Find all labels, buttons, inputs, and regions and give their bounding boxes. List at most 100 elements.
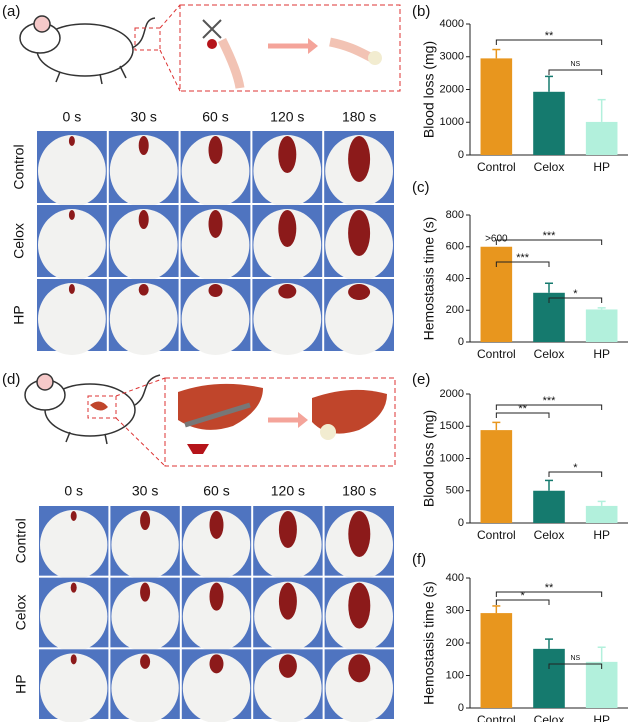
blood-clot (68, 210, 75, 220)
filter-paper (181, 209, 250, 281)
panel-label: (d) (2, 371, 20, 388)
significance-label: ** (545, 582, 554, 594)
filter-paper (181, 135, 250, 207)
filter-paper (182, 581, 251, 652)
arrow-head (298, 412, 308, 428)
panel-label: (e) (412, 371, 430, 388)
filter-paper (109, 283, 178, 355)
y-tick-label: 1000 (440, 452, 464, 464)
scissors (202, 19, 222, 39)
time-label: 0 s (64, 483, 83, 499)
blood-clot (348, 511, 371, 557)
zoom-lines (115, 377, 166, 467)
time-label: 120 s (271, 483, 305, 499)
significance-label: ** (518, 403, 527, 415)
bar (480, 430, 513, 523)
panel-label: (c) (412, 179, 430, 196)
y-tick-label: 0 (458, 517, 464, 529)
blood-clot (70, 511, 77, 521)
zoom-box (87, 395, 117, 419)
bar (533, 490, 565, 523)
y-tick-label: 100 (446, 669, 464, 681)
x-tick-label: HP (593, 713, 610, 722)
liver (312, 389, 387, 434)
y-tick-label: 2000 (440, 388, 464, 400)
significance-bracket (495, 261, 550, 267)
x-tick-label: HP (593, 160, 610, 174)
bar (533, 648, 565, 708)
mouse-illustration (19, 15, 156, 85)
significance-bracket (495, 404, 603, 410)
y-tick-label: 4000 (440, 18, 464, 30)
x-tick-label: Control (477, 160, 516, 174)
filter-paper (182, 653, 251, 722)
bar (585, 505, 618, 523)
blood-clot (278, 284, 297, 299)
time-label: 60 s (203, 483, 229, 499)
filter-paper (39, 581, 108, 652)
blood-clot (209, 511, 224, 539)
blood-clot (348, 136, 371, 182)
blood-clot (278, 136, 297, 173)
zoom-panel (179, 4, 401, 92)
y-tick-label: 800 (446, 209, 464, 221)
blood-clot (348, 210, 371, 256)
filter-paper (182, 509, 251, 580)
arrow-head (308, 38, 318, 54)
time-label: 0 s (63, 109, 82, 125)
filter-paper (38, 209, 106, 281)
filter-paper (38, 135, 106, 207)
mouse-illustration (24, 373, 161, 445)
bar (533, 91, 565, 155)
y-tick-label: 1000 (440, 116, 464, 128)
significance-label: *** (543, 395, 557, 407)
x-tick-label: Celox (534, 528, 565, 542)
y-axis-label: Hemostasis time (s) (421, 581, 437, 705)
blood-clot (209, 582, 224, 611)
blood-clot (278, 654, 297, 678)
significance-bracket (495, 591, 603, 597)
x-tick-label: Celox (534, 160, 565, 174)
row-label: HP (13, 674, 29, 693)
bar (480, 58, 513, 156)
significance-label: * (573, 462, 578, 474)
blood-clot (138, 210, 149, 229)
blood-clot (348, 582, 371, 629)
liver (90, 401, 108, 411)
y-axis-label: Hemostasis time (s) (421, 217, 437, 341)
y-tick-label: 200 (446, 304, 464, 316)
row-label: Control (13, 518, 29, 563)
significance-label: NS (570, 61, 580, 68)
zoom-box (134, 27, 161, 51)
row-label: HP (11, 305, 27, 324)
blood-clot (140, 511, 151, 530)
y-axis-label: Blood loss (mg) (421, 41, 437, 138)
significance-bracket (495, 599, 550, 605)
blood-clot (68, 136, 75, 146)
row-label: Control (11, 144, 27, 189)
y-tick-label: 500 (446, 485, 464, 497)
significance-bracket (495, 412, 550, 418)
blood-clot (138, 284, 149, 296)
significance-bracket (495, 39, 603, 45)
panel-label: (b) (412, 3, 430, 20)
bar (585, 121, 618, 155)
blood-clot (348, 284, 371, 300)
y-tick-label: 0 (458, 149, 464, 161)
blood-clot (138, 136, 149, 155)
blood-clot (70, 582, 77, 593)
significance-label: * (573, 288, 578, 300)
significance-label: NS (570, 655, 580, 662)
x-tick-label: Celox (534, 347, 565, 361)
time-label: 180 s (342, 483, 376, 499)
significance-bracket (495, 239, 603, 245)
time-label: 60 s (202, 109, 228, 125)
x-tick-label: Celox (534, 713, 565, 722)
filter-paper (181, 283, 250, 355)
significance-label: *** (543, 230, 557, 242)
y-tick-label: 2000 (440, 83, 464, 95)
blood-clot (208, 210, 223, 238)
blood-clot (209, 654, 224, 674)
y-tick-label: 200 (446, 637, 464, 649)
significance-bracket (548, 297, 603, 303)
